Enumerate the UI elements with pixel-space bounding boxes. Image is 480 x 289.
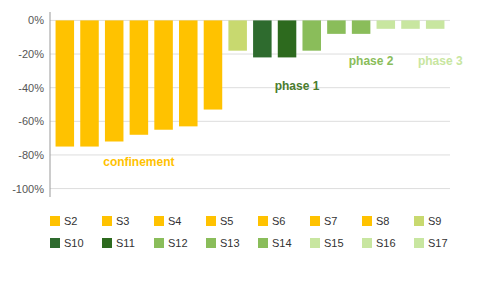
legend-swatch xyxy=(258,216,268,226)
legend-swatch xyxy=(414,216,424,226)
bar xyxy=(80,20,99,146)
bar xyxy=(327,20,346,33)
legend-label: S9 xyxy=(428,215,441,227)
bar xyxy=(204,20,223,109)
legend-swatch xyxy=(206,216,216,226)
legend-label: S7 xyxy=(324,215,337,227)
bar xyxy=(352,20,371,33)
legend-label: S17 xyxy=(428,237,448,249)
bar xyxy=(401,20,420,28)
bar xyxy=(426,20,445,28)
legend-label: S4 xyxy=(168,215,181,227)
page: {"chart_data": {"type": "bar", "categori… xyxy=(0,0,480,289)
bar xyxy=(253,20,272,57)
y-tick-label: -40% xyxy=(18,82,44,94)
bar xyxy=(56,20,75,146)
bar xyxy=(377,20,396,28)
y-axis-line xyxy=(50,12,51,197)
legend-label: S12 xyxy=(168,237,188,249)
legend-label: S3 xyxy=(116,215,129,227)
legend-swatch xyxy=(50,238,60,248)
legend-swatch xyxy=(258,238,268,248)
legend-label: S6 xyxy=(272,215,285,227)
y-tick-label: 0% xyxy=(28,14,44,26)
legend-label: S11 xyxy=(116,237,135,249)
grid xyxy=(50,20,450,188)
legend-label: S13 xyxy=(220,237,240,249)
bar xyxy=(278,20,297,57)
annotation: confinement xyxy=(103,155,174,169)
legend-swatch xyxy=(310,216,320,226)
y-tick-label: -100% xyxy=(12,183,44,195)
legend-swatch xyxy=(310,238,320,248)
y-tick-label: -20% xyxy=(18,48,44,60)
legend-label: S5 xyxy=(220,215,233,227)
y-tick-label: -60% xyxy=(18,115,44,127)
y-tick-label: -80% xyxy=(18,149,44,161)
legend: S2 S3 S4 S5 S6 S7 S8 S9 S10 S11 S12 S13 S14 S15 S16 S17 xyxy=(50,215,448,249)
legend-swatch xyxy=(362,216,372,226)
legend-label: S2 xyxy=(64,215,77,227)
legend-swatch xyxy=(102,238,112,248)
annotation: phase 2 xyxy=(349,54,394,68)
legend-swatch xyxy=(154,238,164,248)
grid-line xyxy=(50,188,450,189)
legend-swatch xyxy=(206,238,216,248)
legend-swatch xyxy=(50,216,60,226)
legend-swatch xyxy=(362,238,372,248)
bars xyxy=(56,20,445,146)
bar xyxy=(179,20,198,126)
legend-label: S15 xyxy=(324,237,344,249)
bar xyxy=(228,20,247,50)
legend-label: S14 xyxy=(272,237,292,249)
bar xyxy=(105,20,124,141)
legend-swatch xyxy=(414,238,424,248)
annotation: phase 1 xyxy=(275,79,320,93)
legend-swatch xyxy=(102,216,112,226)
legend-swatch xyxy=(154,216,164,226)
bar xyxy=(130,20,149,134)
legend-label: S8 xyxy=(376,215,389,227)
annotation: phase 3 xyxy=(418,54,463,68)
bar xyxy=(302,20,321,50)
legend-label: S10 xyxy=(64,237,84,249)
legend-label: S16 xyxy=(376,237,396,249)
bar xyxy=(154,20,173,129)
chart-svg: 0% -20% -40% -60% -80% -100% confinement phase … xyxy=(0,0,480,289)
chart-container: 0% -20% -40% -60% -80% -100% confinement phase … xyxy=(0,0,480,289)
